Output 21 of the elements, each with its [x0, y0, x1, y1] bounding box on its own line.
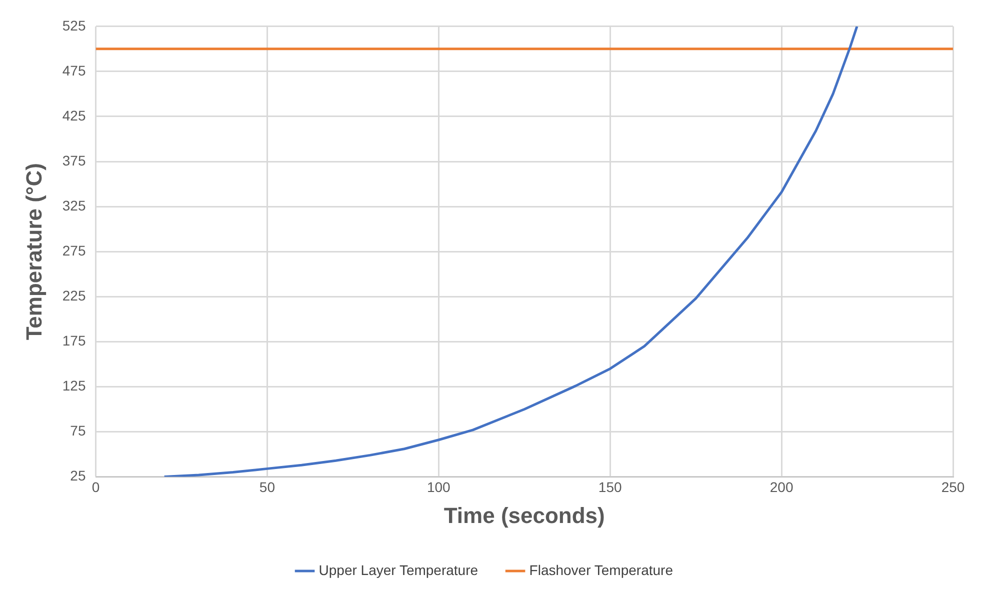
y-tick-label: 325: [62, 197, 86, 214]
x-tick-label: 0: [92, 479, 100, 496]
x-tick-label: 250: [941, 479, 965, 496]
y-tick-label: 375: [62, 152, 86, 168]
x-tick-label: 50: [259, 479, 276, 496]
x-tick-label: 100: [426, 479, 451, 496]
y-tick-label: 275: [62, 242, 86, 258]
x-axis-title: Time (seconds): [444, 502, 605, 528]
y-tick-label: 425: [62, 107, 86, 124]
x-tick-label: 150: [598, 479, 622, 496]
legend-label: Flashover Temperature: [529, 562, 674, 578]
y-tick-label: 525: [62, 17, 86, 34]
y-tick-label: 25: [70, 468, 86, 484]
y-tick-label: 125: [62, 378, 86, 394]
x-tick-label: 200: [770, 479, 794, 496]
y-axis-title: Temperature (°C): [21, 163, 46, 340]
y-tick-label: 225: [62, 288, 86, 304]
y-tick-label: 75: [70, 422, 86, 439]
y-tick-label: 475: [62, 62, 86, 78]
legend-label: Upper Layer Temperature: [318, 562, 478, 578]
y-tick-label: 175: [62, 332, 86, 349]
